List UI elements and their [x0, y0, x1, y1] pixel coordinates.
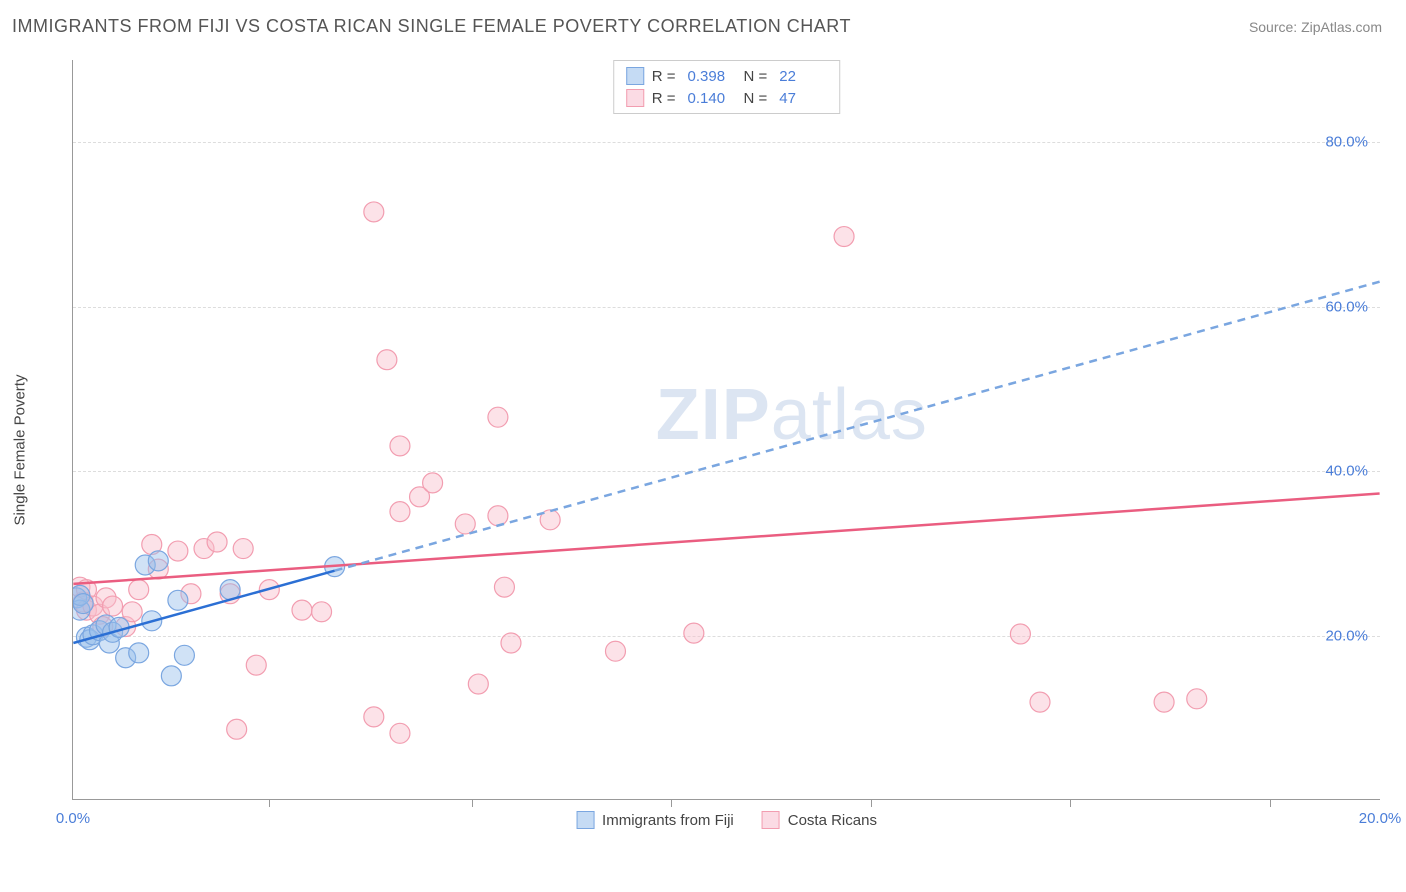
data-point — [364, 202, 384, 222]
swatch-fiji — [626, 67, 644, 85]
legend-label-costarica: Costa Ricans — [788, 812, 877, 829]
x-tick — [1070, 799, 1071, 807]
data-point — [103, 596, 123, 616]
data-point — [488, 407, 508, 427]
legend-item-fiji: Immigrants from Fiji — [576, 811, 734, 829]
x-tick — [1270, 799, 1271, 807]
data-point — [129, 580, 149, 600]
legend-label-fiji: Immigrants from Fiji — [602, 812, 734, 829]
data-point — [488, 506, 508, 526]
data-point — [834, 227, 854, 247]
data-point — [168, 590, 188, 610]
data-point — [364, 707, 384, 727]
plot-area: ZIPatlas 20.0%40.0%60.0%80.0% R = 0.398 … — [72, 60, 1380, 800]
trend-line — [73, 494, 1379, 584]
series-legend: Immigrants from Fiji Costa Ricans — [576, 811, 877, 829]
data-point — [494, 577, 514, 597]
data-point — [174, 645, 194, 665]
legend-row-costarica: R = 0.140 N = 47 — [626, 87, 828, 109]
data-point — [605, 641, 625, 661]
data-point — [1030, 692, 1050, 712]
chart-title: IMMIGRANTS FROM FIJI VS COSTA RICAN SING… — [12, 16, 851, 37]
x-tick — [671, 799, 672, 807]
swatch-costarica-bottom — [762, 811, 780, 829]
swatch-costarica — [626, 89, 644, 107]
data-point — [292, 600, 312, 620]
data-point — [377, 350, 397, 370]
legend-row-fiji: R = 0.398 N = 22 — [626, 65, 828, 87]
data-point — [312, 602, 332, 622]
data-point — [233, 539, 253, 559]
x-tick — [269, 799, 270, 807]
correlation-legend: R = 0.398 N = 22 R = 0.140 N = 47 — [613, 60, 841, 114]
scatter-svg — [73, 60, 1380, 799]
data-point — [161, 666, 181, 686]
data-point — [168, 541, 188, 561]
data-point — [390, 502, 410, 522]
data-point — [148, 551, 168, 571]
y-axis-label: Single Female Poverty — [12, 375, 29, 526]
data-point — [227, 719, 247, 739]
data-point — [246, 655, 266, 675]
chart-region: Single Female Poverty ZIPatlas 20.0%40.0… — [50, 60, 1380, 840]
data-point — [207, 532, 227, 552]
data-point — [455, 514, 475, 534]
swatch-fiji-bottom — [576, 811, 594, 829]
data-point — [390, 723, 410, 743]
trend-line — [335, 282, 1380, 571]
x-tick — [472, 799, 473, 807]
data-point — [1010, 624, 1030, 644]
x-tick-label-20: 20.0% — [1359, 810, 1402, 827]
data-point — [501, 633, 521, 653]
legend-item-costarica: Costa Ricans — [762, 811, 877, 829]
data-point — [468, 674, 488, 694]
chart-source: Source: ZipAtlas.com — [1249, 19, 1382, 35]
data-point — [73, 594, 93, 614]
data-point — [129, 643, 149, 663]
data-point — [1187, 689, 1207, 709]
data-point — [1154, 692, 1174, 712]
data-point — [684, 623, 704, 643]
x-tick-label-0: 0.0% — [56, 810, 90, 827]
chart-header: IMMIGRANTS FROM FIJI VS COSTA RICAN SING… — [0, 0, 1406, 45]
data-point — [390, 436, 410, 456]
data-point — [423, 473, 443, 493]
x-tick — [871, 799, 872, 807]
